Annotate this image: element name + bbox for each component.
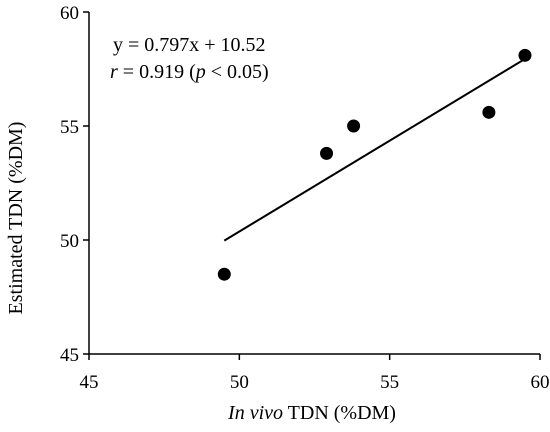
correlation-label: r = 0.919 (p < 0.05) — [110, 61, 269, 83]
axes — [88, 12, 540, 355]
x-tick-label-55: 55 — [380, 372, 399, 393]
equation-label: y = 0.797x + 10.52 — [113, 34, 266, 56]
y-axis-label: Estimated TDN (%DM) — [5, 122, 27, 315]
data-point-3 — [347, 119, 361, 133]
data-point-2 — [320, 146, 334, 160]
data-point-4 — [482, 105, 496, 119]
tick-labels: 45 50 55 60 45 50 55 60 — [60, 3, 550, 393]
trendline — [223, 58, 526, 242]
x-tick-label-45: 45 — [80, 372, 99, 393]
y-tick-label-55: 55 — [60, 117, 79, 138]
ticks — [83, 11, 541, 360]
data-point-1 — [217, 267, 231, 281]
data-point-5 — [518, 48, 532, 62]
y-tick-label-50: 50 — [60, 231, 79, 252]
y-tick-label-45: 45 — [60, 345, 79, 366]
y-tick-label-60: 60 — [60, 3, 79, 24]
x-tick-label-60: 60 — [531, 372, 550, 393]
x-axis-label: In vivo TDN (%DM) — [227, 402, 396, 424]
data-points — [217, 48, 532, 281]
x-tick-label-50: 50 — [230, 372, 249, 393]
